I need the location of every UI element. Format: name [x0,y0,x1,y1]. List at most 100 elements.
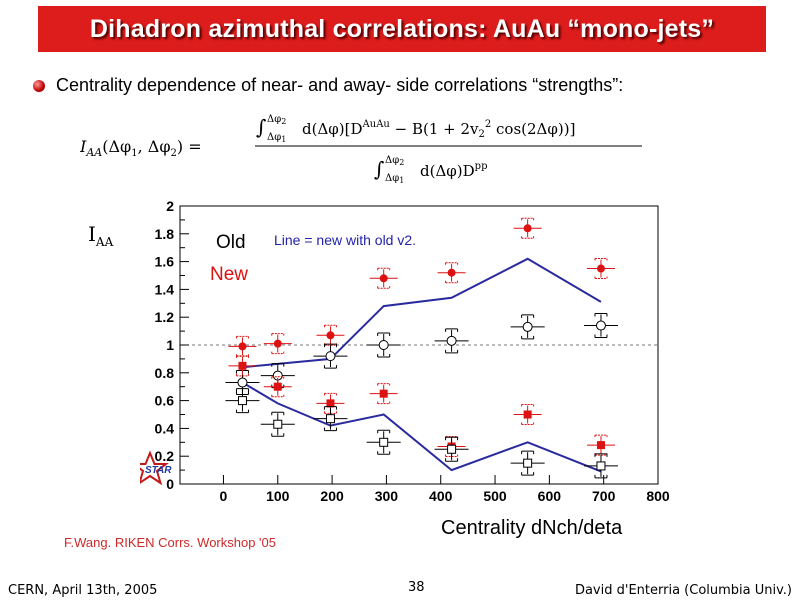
marker-open-square [447,444,457,454]
bullet-text: Centrality dependence of near- and away-… [56,75,624,95]
marker-filled-circle [523,224,532,233]
systematic-cap-top [235,335,249,340]
marker-open-circle [325,351,336,362]
systematic-cap-top [594,453,608,457]
systematic-cap-bottom [445,279,459,284]
x-axis-label: Centrality dNch/deta [441,517,623,539]
data-point [583,453,618,479]
y-tick-label: 0.4 [155,420,175,436]
systematic-cap-top [521,217,535,222]
systematic-cap-top [521,450,535,455]
data-point [313,406,348,432]
y-tick-label: 0.8 [155,365,175,381]
formula-lhs-close: ) = [177,137,202,156]
systematic-cap-bottom [323,410,337,414]
systematic-cap-bottom [521,235,535,239]
systematic-cap-top [594,434,608,439]
data-point [434,328,469,354]
systematic-cap-top [271,411,285,416]
data-point [437,262,466,284]
model-line [241,381,602,473]
star-icon [140,450,169,486]
systematic-cap-bottom [271,433,285,437]
systematic-cap-top [377,429,391,434]
systematic-cap-bottom [235,372,249,377]
formula-idx-a: 1 [131,148,137,159]
x-tick-label: 100 [266,488,290,504]
systematic-cap-top [323,343,337,348]
systematic-cap-bottom [377,285,391,289]
systematic-cap-top [271,363,285,367]
marker-filled-circle [238,342,247,351]
systematic-cap-bottom [445,349,459,354]
marker-filled-square [238,361,247,370]
systematic-cap-bottom [235,409,249,414]
marker-open-square [596,461,606,471]
marker-open-circle [237,377,248,388]
marker-open-circle [522,321,533,332]
formula-denominator-sup: pp [475,161,488,172]
systematic-cap-bottom [323,365,337,369]
systematic-cap-top [521,314,535,318]
data-point [263,333,292,355]
marker-filled-square [523,410,532,419]
systematic-cap-bottom [521,421,535,425]
marker-open-square [237,396,247,406]
systematic-cap-top [594,258,608,262]
marker-filled-circle [379,274,388,283]
legend-old: Old [216,232,246,253]
y-tick-label: 0.6 [155,393,175,409]
formula-lhs-sub: AA [85,146,102,159]
formula-v-sup: 2 [485,119,491,130]
y-tick-label: 1.2 [155,309,175,325]
formula-numerator-sup: AuAu [362,119,391,130]
page-number: 38 [408,580,425,595]
y-tick-label: 1.4 [155,281,175,297]
systematic-cap-bottom [521,335,535,340]
star-logo: STAR [140,450,172,486]
slide-title-bar: Dihadron azimuthal correlations: AuAu “m… [38,6,766,52]
systematic-cap-top [445,436,459,441]
systematic-cap-top [377,383,391,387]
data-point [369,383,398,405]
marker-open-circle [446,335,457,346]
y-tick-label: 0.2 [155,448,175,464]
systematic-cap-top [377,267,391,272]
svg-text:d(Δφ)[DAuAu − B(1 + 2v22 cos(2: d(Δφ)[DAuAu − B(1 + 2v22 cos(2Δφ))] [302,119,575,140]
marker-open-square [523,458,533,468]
formula-denominator-upper: Δφ2 [385,155,404,167]
formula-lhs: I [80,137,87,156]
data-point [513,404,542,425]
data-point [225,388,260,414]
y-tick-label: 1.6 [155,254,175,270]
marker-filled-circle [447,268,456,277]
systematic-cap-top [271,376,285,380]
data-point [369,267,398,289]
svg-text:d(Δφ)Dpp: d(Δφ)Dpp [420,161,487,180]
marker-open-square [325,414,335,424]
y-axis-label: IAA [88,222,114,249]
formula-idx-b: 2 [171,148,177,159]
data-point [510,314,545,340]
model-line [242,257,602,369]
data-point [510,450,545,476]
data-point [434,436,469,462]
bullet-icon [33,80,45,92]
systematic-cap-bottom [271,350,285,355]
marker-filled-circle [273,339,282,348]
systematic-cap-bottom [594,275,608,280]
marker-filled-circle [596,264,605,273]
systematic-cap-bottom [521,472,535,476]
formula-denominator-lower: Δφ1 [385,173,404,185]
systematic-cap-bottom [594,334,608,339]
formula-numerator: d(Δφ)[D [302,120,363,138]
marker-filled-circle [326,331,335,340]
footer-author: David d'Enterria (Columbia Univ.) [574,583,792,598]
iaa-formula: IAA(Δφ1, Δφ2) = ∫ Δφ2 Δφ1 d(Δφ)[DAuAu − … [80,114,642,185]
systematic-cap-bottom [594,474,608,479]
x-tick-label: 300 [375,488,399,504]
data-point [366,429,401,455]
x-tick-label: 400 [429,488,453,504]
formula-numerator-upper: Δφ2 [267,114,286,126]
data-point [260,411,295,437]
